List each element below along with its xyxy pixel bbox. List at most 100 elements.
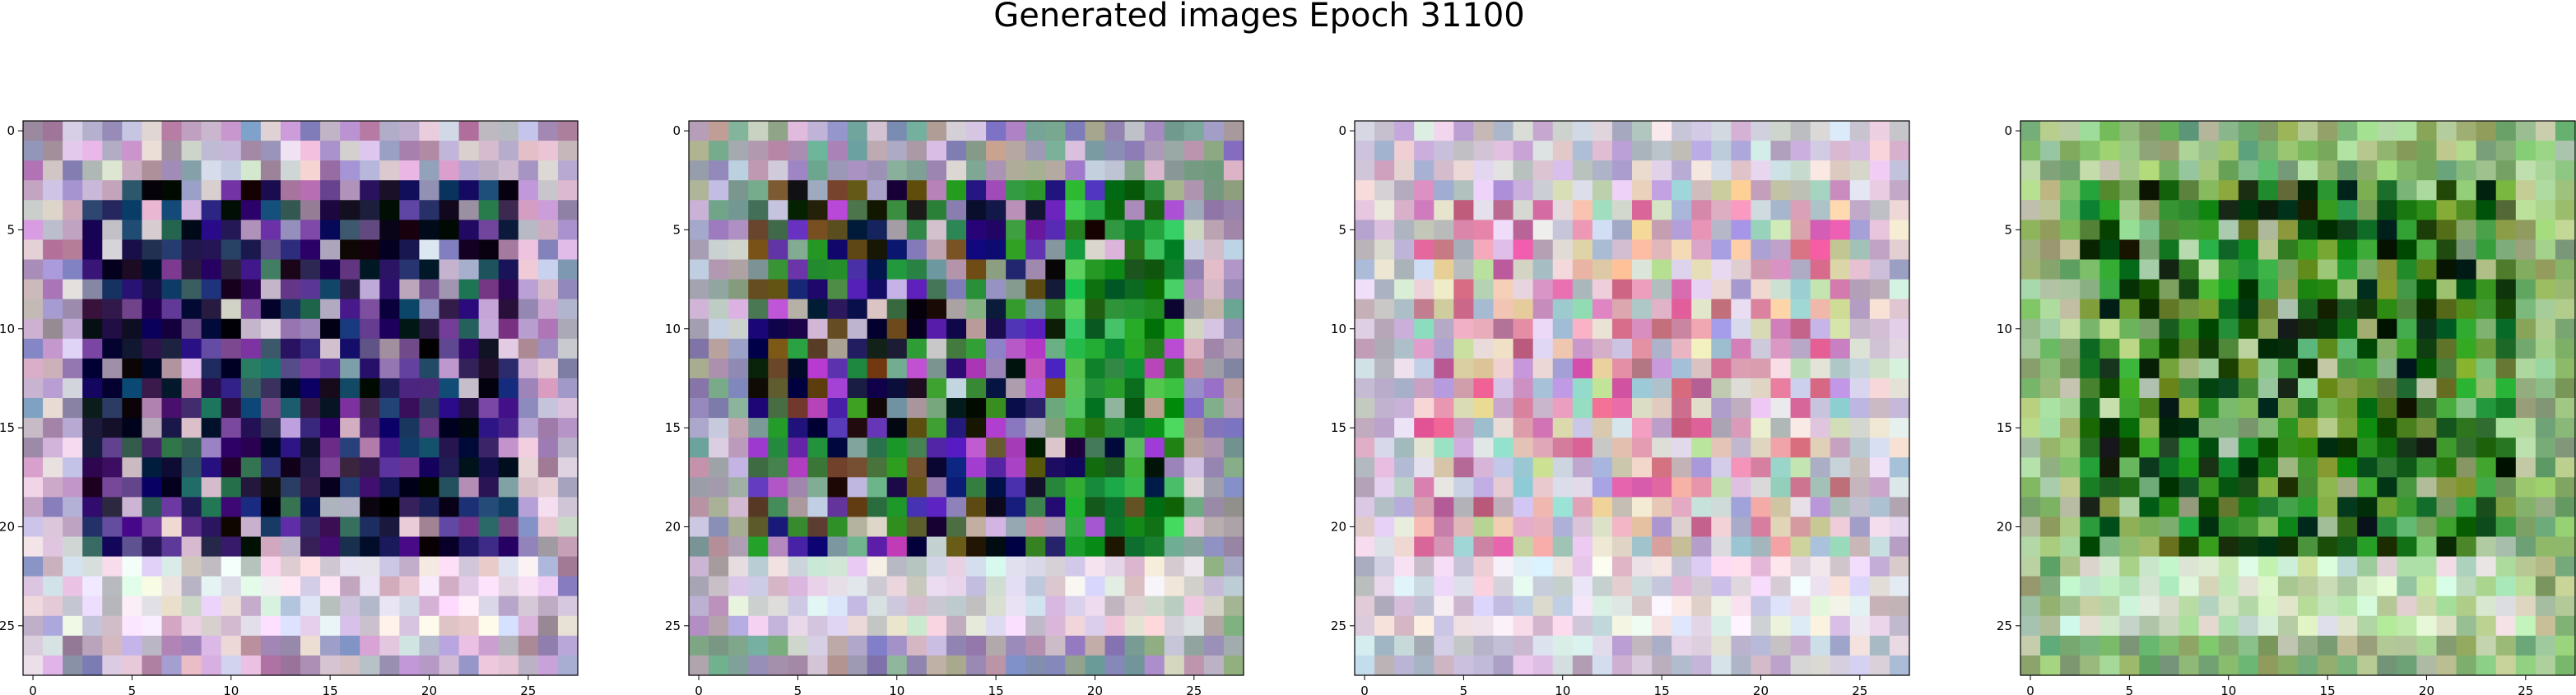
pixel-cell <box>82 259 103 280</box>
pixel-cell <box>1711 318 1732 340</box>
pixel-cell <box>2495 615 2517 637</box>
pixel-cell <box>557 595 579 617</box>
pixel-cell <box>1183 378 1205 399</box>
pixel-cell <box>1223 299 1244 320</box>
pixel-cell <box>537 556 559 577</box>
pixel-cell <box>439 160 460 181</box>
pixel-cell <box>788 497 809 518</box>
pixel-cell <box>2040 497 2061 518</box>
pixel-cell <box>886 398 908 419</box>
pixel-cell <box>458 299 480 320</box>
pixel-cell <box>122 497 143 518</box>
pixel-cell <box>1711 200 1732 220</box>
pixel-cell <box>1810 556 1831 577</box>
pixel-cell <box>498 536 519 558</box>
pixel-cell <box>1124 398 1146 419</box>
pixel-cell <box>1572 536 1593 558</box>
pixel-cell <box>1869 536 1890 558</box>
pixel-cell <box>1355 160 1375 181</box>
pixel-cell <box>1144 477 1165 498</box>
pixel-cell <box>2257 279 2279 300</box>
pixel-cell <box>2178 615 2200 637</box>
pixel-cell <box>23 438 44 458</box>
pixel-cell <box>2257 358 2279 379</box>
pixel-cell <box>1552 517 1574 538</box>
pixel-cell <box>43 180 63 201</box>
pixel-cell <box>1414 141 1434 161</box>
pixel-cell <box>142 358 163 379</box>
pixel-cell <box>788 121 809 141</box>
pixel-cell <box>201 279 222 300</box>
pixel-cell <box>161 279 183 300</box>
pixel-cell <box>1144 517 1165 538</box>
pixel-cell <box>986 358 1007 379</box>
pixel-cell <box>1434 318 1454 340</box>
pixel-cell <box>1810 121 1831 141</box>
pixel-cell <box>1849 220 1871 241</box>
pixel-cell <box>1355 477 1375 498</box>
pixel-cell <box>847 576 868 597</box>
pixel-cell <box>1790 556 1811 577</box>
pixel-cell <box>709 318 729 340</box>
pixel-cell <box>906 121 928 141</box>
pixel-cell <box>439 141 460 161</box>
pixel-cell <box>748 497 769 518</box>
pixel-cell <box>886 200 908 220</box>
pixel-cell <box>748 457 769 478</box>
pixel-cell <box>221 358 242 379</box>
pixel-cell <box>1611 517 1633 538</box>
pixel-cell <box>23 358 44 379</box>
pixel-cell <box>946 338 967 359</box>
pixel-cell <box>2178 220 2200 241</box>
pixel-cell <box>1790 121 1811 141</box>
pixel-cell <box>43 576 63 597</box>
pixel-cell <box>23 318 44 340</box>
pixel-cell <box>1790 200 1811 220</box>
pixel-cell <box>709 536 729 558</box>
pixel-cell <box>1652 517 1672 538</box>
pixel-cell <box>557 398 579 419</box>
pixel-cell <box>478 121 500 141</box>
pixel-cell <box>1592 457 1613 478</box>
pixel-cell <box>886 457 908 478</box>
pixel-cell <box>2040 398 2061 419</box>
pixel-cell <box>537 180 559 201</box>
pixel-cell <box>102 576 123 597</box>
pixel-cell <box>439 418 460 438</box>
pixel-cell <box>419 358 440 379</box>
pixel-cell <box>1869 655 1890 676</box>
pixel-cell <box>1849 160 1871 181</box>
pixel-cell <box>458 160 480 181</box>
pixel-cell <box>2436 160 2457 181</box>
pixel-cell <box>1453 299 1475 320</box>
pixel-cell <box>320 239 341 261</box>
pixel-cell <box>2238 615 2259 637</box>
pixel-cell <box>2198 160 2220 181</box>
pixel-cell <box>557 438 579 458</box>
pixel-cell <box>2337 378 2358 399</box>
pixel-cell <box>709 220 729 241</box>
pixel-cell <box>926 299 947 320</box>
pixel-cell <box>886 615 908 637</box>
pixel-cell <box>1144 378 1165 399</box>
pixel-cell <box>260 299 281 320</box>
pixel-cell <box>1006 160 1026 181</box>
pixel-cell <box>2416 239 2438 261</box>
pixel-cell <box>2337 477 2358 498</box>
pixel-cell <box>419 200 440 220</box>
pixel-cell <box>1691 477 1712 498</box>
pixel-cell <box>986 615 1007 637</box>
pixel-cell <box>537 536 559 558</box>
pixel-cell <box>1374 259 1395 280</box>
pixel-cell <box>1473 536 1495 558</box>
pixel-cell <box>2318 576 2338 597</box>
pixel-cell <box>23 180 44 201</box>
pixel-cell <box>161 635 183 656</box>
pixel-cell <box>1183 536 1205 558</box>
pixel-cell <box>1085 615 1106 637</box>
pixel-cell <box>2436 615 2457 637</box>
pixel-cell <box>2257 635 2279 656</box>
pixel-cell <box>728 536 749 558</box>
pixel-cell <box>300 200 321 220</box>
pixel-cell <box>1085 655 1106 676</box>
